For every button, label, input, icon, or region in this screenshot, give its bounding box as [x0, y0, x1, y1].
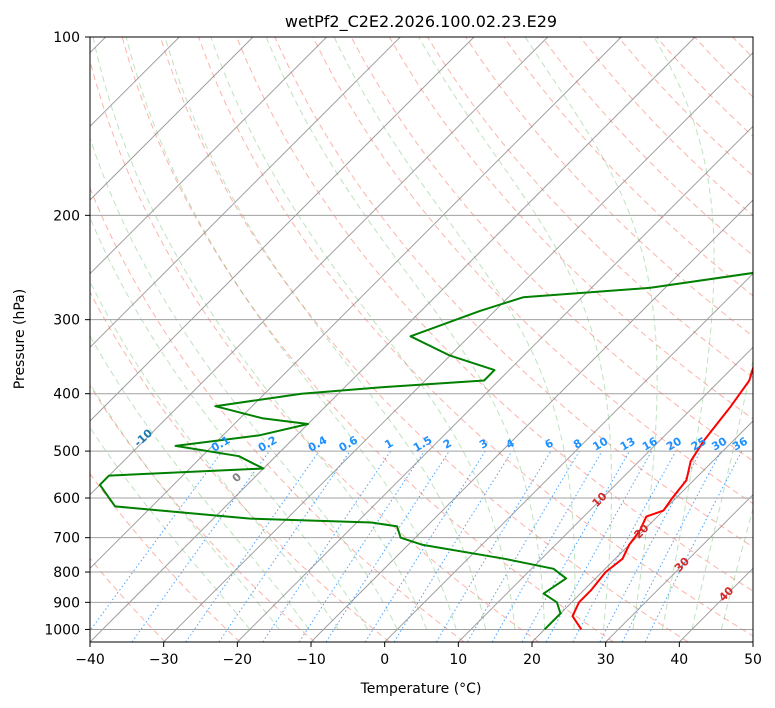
x-tick-label: 20 [523, 652, 541, 668]
moist-adiabat [90, 426, 251, 630]
isotherm [90, 37, 696, 642]
y-tick-label: 200 [53, 208, 80, 224]
y-tick-label: 800 [53, 565, 80, 581]
moist-adiabat [653, 37, 715, 630]
isotherm [90, 37, 254, 201]
isotherm [457, 346, 753, 642]
dry-adiabat [503, 37, 753, 297]
moist-adiabat [524, 37, 658, 630]
x-axis-label: Temperature (°C) [360, 681, 482, 697]
mixing-ratio-line [521, 450, 630, 642]
mixing-ratio-line [572, 450, 677, 642]
mixing-ratio-line [90, 450, 223, 632]
mixing-ratio-line [185, 450, 320, 642]
dry-adiabat [90, 291, 390, 642]
dry-adiabat [90, 384, 316, 642]
y-tick-label: 500 [53, 444, 80, 460]
moist-adiabat [90, 334, 310, 630]
dry-adiabat [236, 37, 753, 592]
dry-adiabat [90, 186, 465, 642]
y-tick-label: 100 [53, 30, 80, 46]
temperature-profile [571, 364, 753, 630]
moist-adiabat [691, 358, 753, 630]
y-tick-label: 1000 [44, 622, 80, 638]
isotherm [384, 272, 753, 642]
x-tick-label: 0 [380, 652, 389, 668]
isotherm [90, 37, 549, 496]
y-tick-label: 900 [53, 595, 80, 611]
isotherm [90, 37, 328, 275]
moist-adiabat [92, 37, 428, 630]
moist-adiabat [90, 136, 398, 630]
mixing-ratio-line [393, 450, 513, 642]
moist-adiabat [90, 382, 280, 630]
mixing-ratio-line [545, 450, 653, 642]
moist-adiabat [720, 506, 753, 630]
dry-adiabat [350, 37, 753, 462]
mixing-ratio-line [644, 450, 743, 642]
moist-adiabat [418, 37, 613, 630]
dry-adiabat [388, 37, 753, 420]
y-tick-label: 300 [53, 313, 80, 329]
isotherm [90, 37, 401, 349]
x-tick-label: 30 [597, 652, 615, 668]
x-tick-label: −10 [296, 652, 326, 668]
dry-adiabat [426, 37, 753, 378]
x-tick-label: 10 [449, 652, 467, 668]
y-axis-label: Pressure (hPa) [12, 289, 28, 389]
dry-adiabat [159, 37, 689, 642]
isotherm [236, 125, 753, 642]
moist-adiabat [90, 216, 369, 630]
moist-adiabat [210, 37, 516, 630]
isotherm [90, 37, 622, 570]
dry-adiabat [90, 472, 241, 642]
dry-adiabat [465, 37, 753, 338]
chart-title: wetPf2_C2E2.2026.100.02.23.E29 [285, 12, 557, 32]
moist-adiabat [333, 37, 576, 630]
dry-adiabat [274, 37, 753, 548]
isotherm [163, 51, 753, 642]
mixing-ratio-line [298, 450, 425, 642]
x-tick-label: −20 [223, 652, 253, 668]
mixing-ratio-line [325, 450, 450, 642]
y-tick-label: 700 [53, 531, 80, 547]
mixing-ratio-line [262, 450, 392, 642]
dewpoint-profile [98, 271, 753, 631]
x-tick-label: 50 [744, 652, 762, 668]
mixing-ratio-line [218, 450, 351, 642]
axis-ticks: −40 −30 −20 −10 0 10 20 30 40 50 100 200 300 400 500 60… [44, 30, 762, 668]
moist-adiabat [125, 37, 457, 630]
moist-adiabat [90, 280, 339, 630]
x-tick-label: −40 [75, 652, 105, 668]
dry-adiabat [90, 59, 540, 642]
plot-frame [89, 36, 754, 643]
x-tick-label: 40 [670, 652, 688, 668]
y-tick-label: 400 [53, 387, 80, 403]
mixing-ratio-line [131, 450, 270, 642]
dry-adiabat [312, 37, 753, 505]
moist-adiabat [265, 37, 546, 630]
plot-area [90, 37, 753, 642]
isotherm [605, 493, 753, 642]
moist-adiabat [164, 37, 487, 630]
isotherm [90, 37, 475, 422]
x-tick-label: −30 [149, 652, 179, 668]
y-tick-label: 600 [53, 491, 80, 507]
